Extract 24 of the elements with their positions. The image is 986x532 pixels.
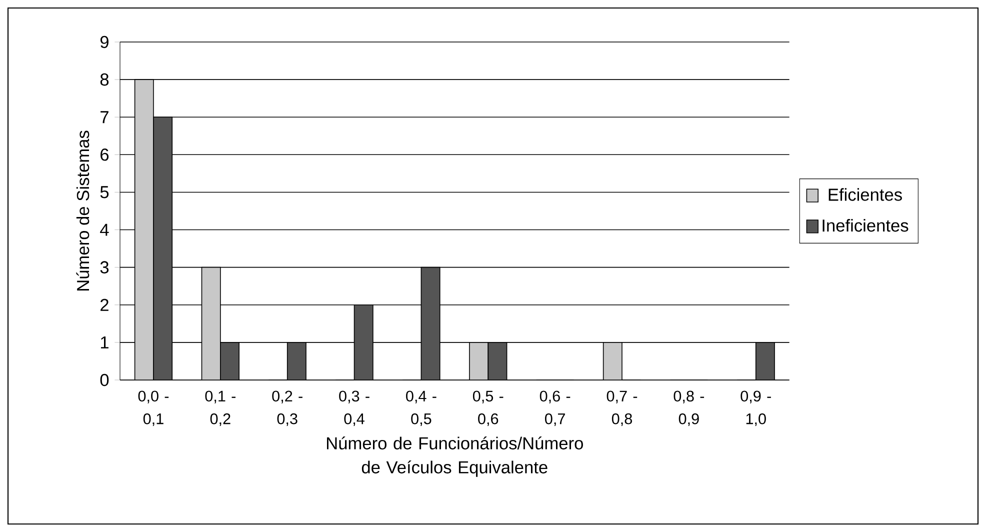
- x-tick-label: 0,2 - 0,3: [272, 390, 302, 426]
- y-tick-label: 7: [100, 111, 108, 124]
- x-tick-label: 0,6 - 0,7: [540, 390, 570, 426]
- y-axis-title: Número de Sistemas: [76, 130, 90, 290]
- x-tick-label: 0,4 - 0,5: [406, 390, 436, 426]
- x-tick-label: 0,5 - 0,6: [472, 390, 504, 426]
- y-tick-label: 0: [100, 374, 109, 386]
- x-tick-label: 0,0 - 0,1: [138, 390, 169, 426]
- x-tick-label: 0,1 - 0,2: [205, 390, 236, 426]
- y-tick-label: 3: [100, 261, 109, 274]
- y-tick-label: 1: [100, 336, 108, 348]
- x-tick-label: 0,8 - 0,9: [674, 390, 704, 426]
- y-tick-label: 2: [100, 298, 108, 311]
- legend-label: Ineficientes: [822, 218, 908, 232]
- x-tick-label: 0,7 - 0,8: [606, 390, 638, 426]
- y-tick-label: 5: [100, 186, 109, 198]
- y-tick-label: 4: [100, 224, 109, 236]
- x-tick-label: 0,9 - 1,0: [740, 390, 771, 426]
- y-tick-label: 6: [100, 148, 109, 161]
- x-axis-title: Número de Funcionários/Número de Veículos Equivalente: [327, 436, 583, 477]
- y-tick-label: 8: [100, 73, 109, 86]
- x-tick-label: 0,3 - 0,4: [339, 390, 370, 426]
- legend-label: Eficientes: [828, 188, 902, 201]
- y-tick-label: 9: [100, 36, 108, 48]
